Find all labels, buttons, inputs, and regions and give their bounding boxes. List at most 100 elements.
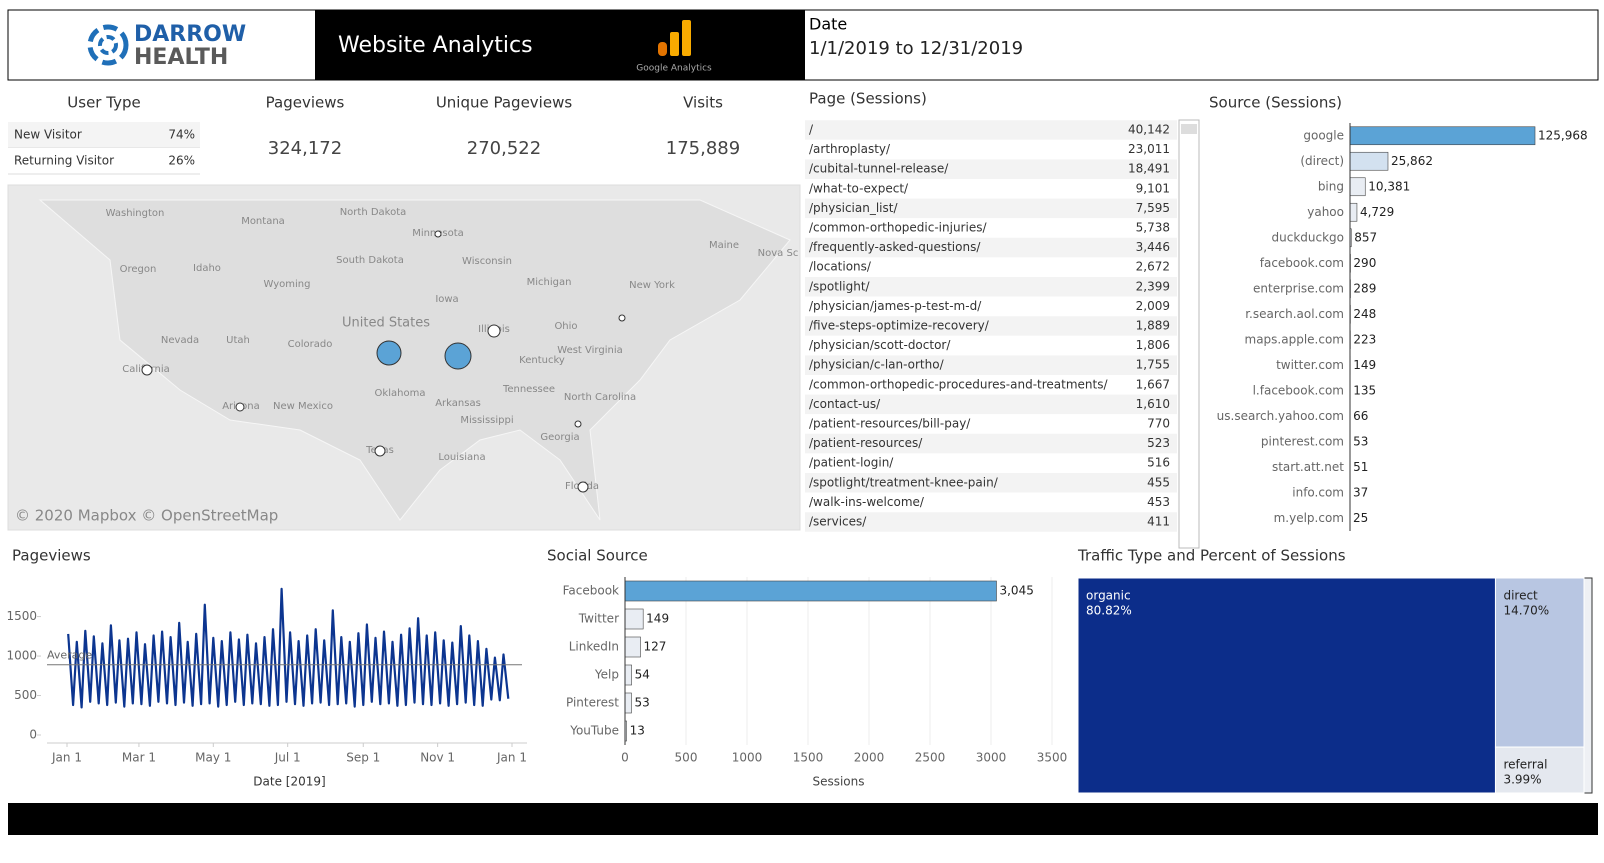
table-cell: 40,142 <box>1128 123 1170 137</box>
table-cell: /services/ <box>809 515 867 529</box>
table-cell: /common-orthopedic-injuries/ <box>809 221 987 235</box>
table-cell: /spotlight/ <box>809 279 871 293</box>
logo-swirl <box>87 24 129 66</box>
y-tick-label: Yelp <box>594 668 619 682</box>
map-label: Ohio <box>554 321 577 332</box>
table-row <box>805 159 1177 179</box>
table-cell: 2,672 <box>1136 260 1170 274</box>
map-label: New York <box>629 280 675 291</box>
reference-label: Average <box>47 649 92 662</box>
cell-label: direct <box>1503 589 1538 603</box>
cell-value: 14.70% <box>1503 604 1549 618</box>
table-cell: 1,755 <box>1136 358 1170 372</box>
date-range: 1/1/2019 to 12/31/2019 <box>809 38 1023 59</box>
table-cell: /physician/c-lan-ortho/ <box>809 358 945 372</box>
kpi-value: 175,889 <box>666 138 740 159</box>
section-title: User Type <box>67 94 140 112</box>
x-tick-label: 2500 <box>915 751 946 765</box>
table-cell: /physician_list/ <box>809 201 898 215</box>
y-tick-label: bing <box>1318 179 1344 193</box>
table-row <box>8 148 200 174</box>
map-label: Tennessee <box>502 384 555 395</box>
header-band <box>315 10 805 80</box>
y-tick-label: start.att.net <box>1272 460 1344 474</box>
x-tick-label: 3500 <box>1037 751 1068 765</box>
table-row <box>805 237 1177 258</box>
x-tick-label: Jan 1 <box>51 751 82 765</box>
y-tick-label: YouTube <box>569 724 619 738</box>
x-tick-label: Nov 1 <box>420 751 455 765</box>
map-label: Oregon <box>120 264 157 275</box>
table-cell: 523 <box>1147 436 1170 450</box>
cell-label: referral <box>1503 758 1547 772</box>
ga-bar <box>670 32 679 56</box>
map-label: Utah <box>226 335 250 346</box>
table-row <box>805 179 1177 199</box>
map-label: Nova Sc <box>758 248 799 259</box>
map-label: North Dakota <box>340 207 407 218</box>
map-point <box>574 420 582 428</box>
table-cell: /cubital-tunnel-release/ <box>809 162 949 176</box>
y-tick-label: yahoo <box>1307 205 1344 219</box>
section-title: Page (Sessions) <box>809 90 927 108</box>
table-cell: 9,101 <box>1136 181 1170 195</box>
map-label: Maine <box>709 240 739 251</box>
logo-text: HEALTH <box>134 45 228 70</box>
value-label: 25,862 <box>1391 154 1433 168</box>
table-cell: /walk-ins-welcome/ <box>809 495 925 509</box>
map-label: West Virginia <box>557 345 622 356</box>
table-cell: 1,889 <box>1136 319 1170 333</box>
map-point <box>235 402 245 412</box>
map-label: Mississippi <box>460 415 513 426</box>
map-label: Wyoming <box>264 279 311 290</box>
table-cell: New Visitor <box>14 128 82 142</box>
table-cell: /common-orthopedic-procedures-and-treatm… <box>809 377 1108 391</box>
table-row <box>805 512 1177 532</box>
map-attribution: © 2020 Mapbox © OpenStreetMap <box>15 507 278 525</box>
bar <box>624 636 641 658</box>
table-cell: /what-to-expect/ <box>809 181 909 195</box>
bar <box>624 580 997 602</box>
map-label: Nevada <box>161 335 199 346</box>
map-label: North Carolina <box>564 392 636 403</box>
map-label: Arkansas <box>435 398 481 409</box>
kpi-label: Pageviews <box>266 94 345 112</box>
table-cell: 1,806 <box>1136 338 1170 352</box>
x-tick-label: 2000 <box>854 751 885 765</box>
scroll-thumb <box>1181 124 1197 134</box>
table-cell: /arthroplasty/ <box>809 142 891 156</box>
chart-title: Pageviews <box>12 547 91 565</box>
y-tick-label: Twitter <box>578 612 619 626</box>
value-label: 135 <box>1353 383 1376 397</box>
cell-value: 80.82% <box>1086 604 1132 618</box>
value-label: 857 <box>1354 230 1377 244</box>
map-point <box>577 481 589 493</box>
value-label: 13 <box>630 724 645 738</box>
logo-swirl-inner <box>98 35 118 55</box>
ga-label: Google Analytics <box>636 64 712 74</box>
value-label: 54 <box>635 668 650 682</box>
table-row <box>805 335 1177 356</box>
bar <box>624 664 632 686</box>
map-label: South Dakota <box>336 255 404 266</box>
y-tick-label: 0 <box>29 728 37 742</box>
x-tick-label: 3000 <box>976 751 1007 765</box>
table-cell: 411 <box>1147 515 1170 529</box>
table-cell: 1,610 <box>1136 397 1170 411</box>
x-tick-label: Jan 1 <box>496 751 527 765</box>
map-point <box>434 230 442 238</box>
value-label: 125,968 <box>1538 128 1588 142</box>
header-title: Website Analytics <box>338 33 533 58</box>
table-row <box>805 492 1177 513</box>
treemap-cell <box>1494 577 1585 748</box>
bar <box>1349 126 1536 146</box>
map-label: Colorado <box>288 339 333 350</box>
ga-icon <box>658 20 691 56</box>
x-axis-label: Sessions <box>812 775 864 789</box>
y-tick-label: google <box>1303 128 1344 142</box>
table-cell: 2,399 <box>1136 279 1170 293</box>
x-tick-label: 1500 <box>793 751 824 765</box>
table-row <box>805 453 1177 473</box>
y-tick-label: Pinterest <box>566 696 619 710</box>
